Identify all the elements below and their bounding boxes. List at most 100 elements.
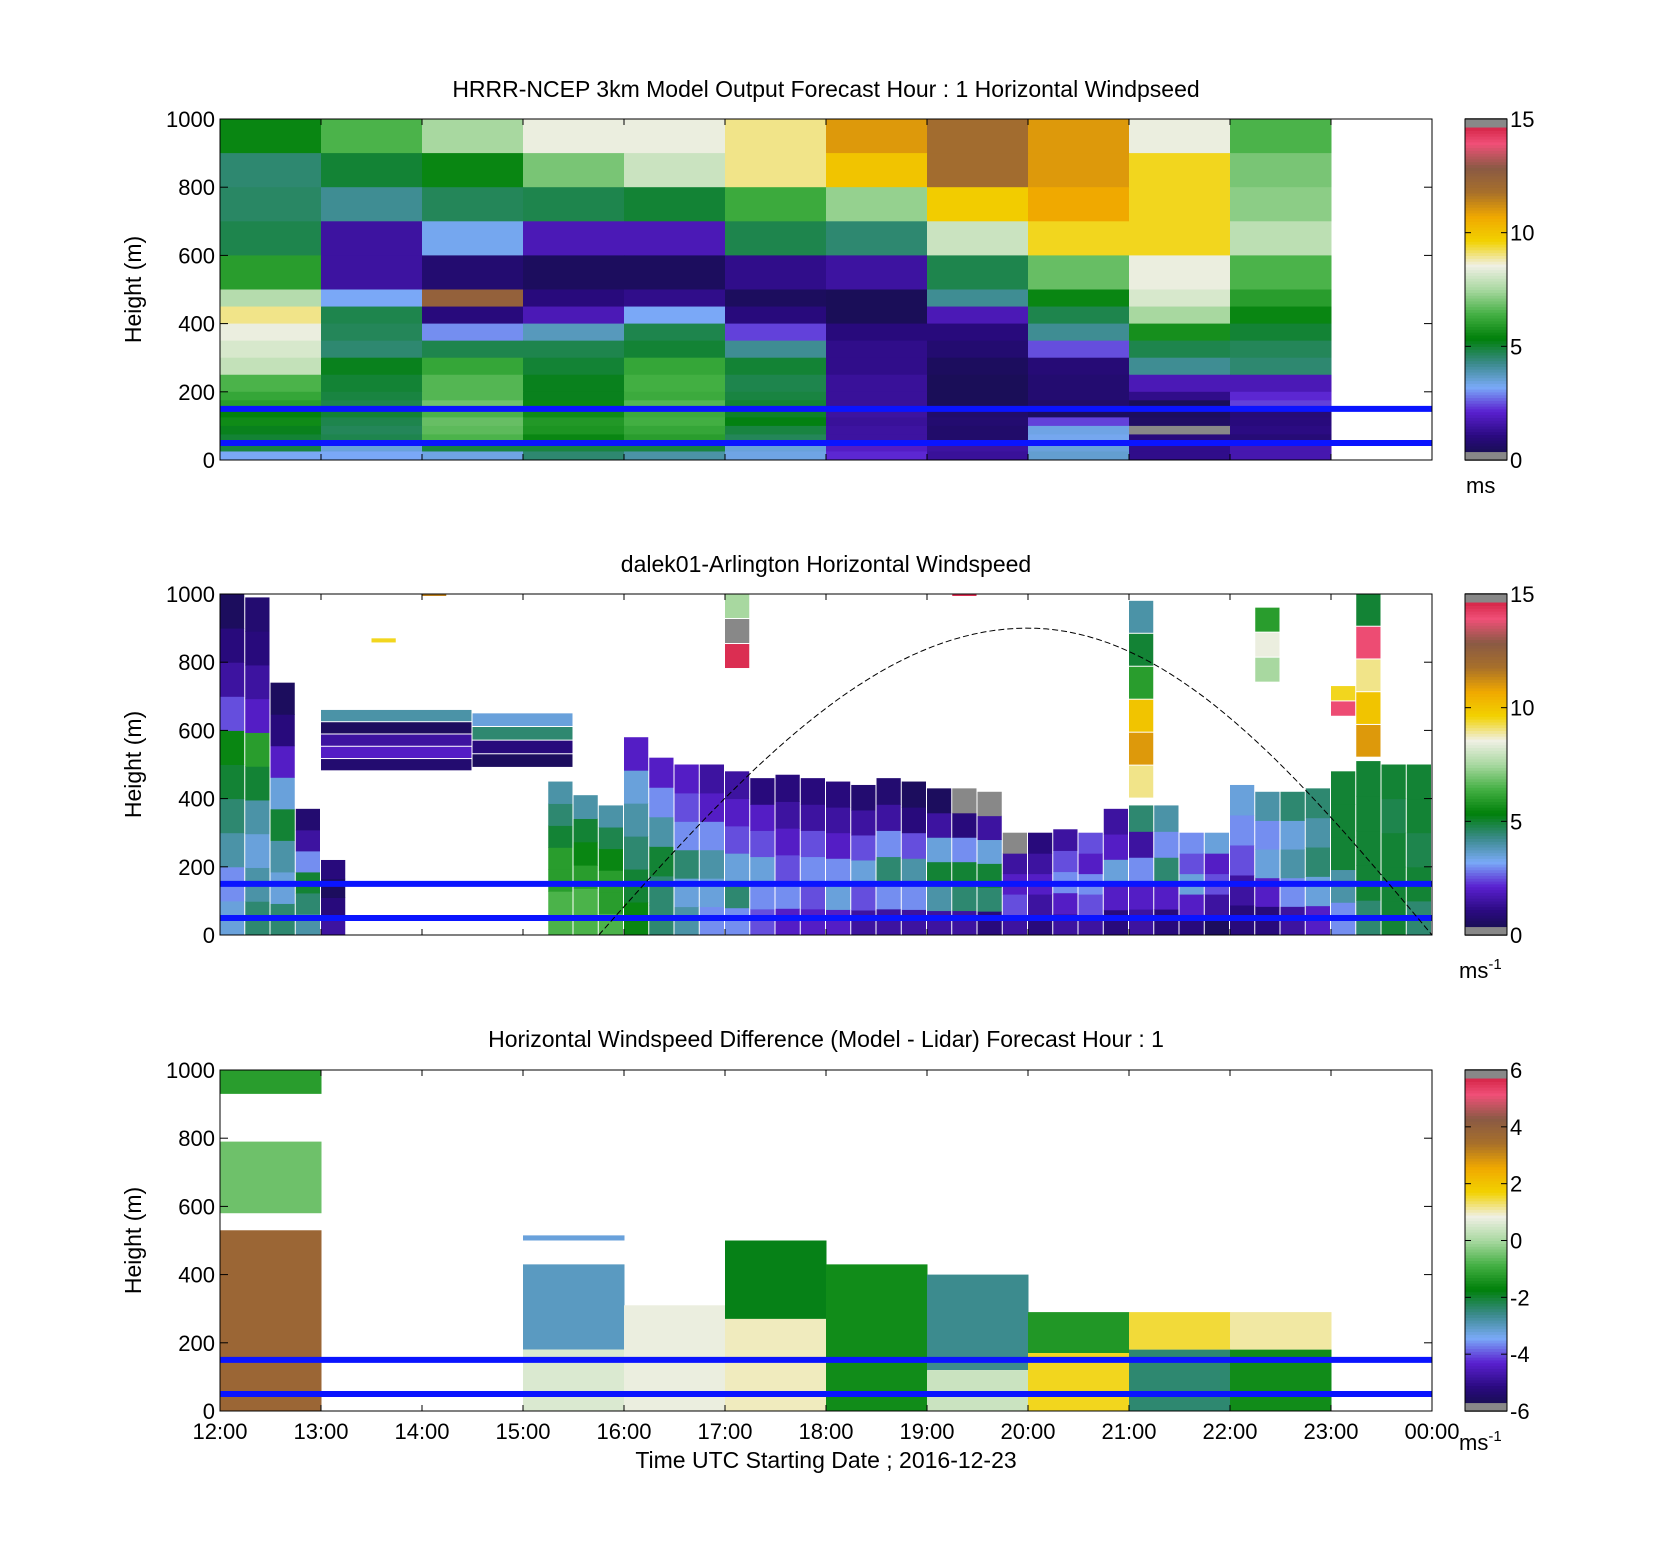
colorbar-swatch [1465, 187, 1507, 191]
heatmap-cell [1230, 400, 1332, 410]
heatmap-cell [1204, 832, 1229, 854]
colorbar-swatch [1465, 818, 1507, 822]
colorbar-overflow [1465, 118, 1507, 128]
heatmap-cell [1255, 607, 1280, 632]
colorbar-swatch [1465, 858, 1507, 862]
colorbar-swatch [1465, 1177, 1507, 1182]
heatmap-cell [573, 795, 598, 819]
heatmap-cell [1129, 221, 1231, 256]
colorbar-swatch [1465, 1169, 1507, 1173]
heatmap-cell [472, 726, 573, 740]
heatmap-cell [1129, 255, 1231, 290]
heatmap-cell [220, 255, 322, 290]
heatmap-cell [851, 784, 876, 811]
colorbar-swatch [1465, 1391, 1507, 1395]
heatmap-cell [927, 1370, 1029, 1411]
colorbar-swatch [1465, 295, 1507, 299]
colorbar-swatch [1465, 406, 1507, 410]
colorbar-swatch [1465, 1354, 1507, 1358]
colorbar-swatch [1465, 1342, 1507, 1347]
heatmap-cell [826, 408, 928, 418]
heatmap-cell [245, 799, 270, 835]
heatmap-cells [220, 1070, 1332, 1411]
colorbar-swatch [1465, 1371, 1507, 1375]
colorbar-swatch [1465, 846, 1507, 851]
colorbar-swatch [1465, 710, 1507, 714]
colorbar-swatch [1465, 1271, 1507, 1276]
heatmap-cell [1028, 391, 1130, 401]
colorbar-swatch [1465, 349, 1507, 353]
heatmap-cell [245, 833, 270, 868]
heatmap-cell [1129, 600, 1154, 633]
colorbar-swatch [1465, 1209, 1507, 1213]
heatmap-cell [1255, 820, 1280, 850]
colorbar-swatch [1465, 1300, 1507, 1304]
colorbar-swatch [1465, 628, 1507, 632]
colorbar-swatch [1465, 204, 1507, 208]
colorbar-swatch [1465, 306, 1507, 310]
y-tick-label: 0 [203, 1399, 215, 1424]
x-tick-label: 15:00 [495, 1419, 550, 1444]
colorbar-swatch [1465, 684, 1507, 689]
heatmap-cell [245, 631, 270, 666]
colorbar-swatch [1465, 770, 1507, 774]
heatmap-cell [826, 883, 851, 910]
x-tick-label: 12:00 [192, 1419, 247, 1444]
heatmap-cell [775, 828, 800, 856]
heatmap-cell [472, 740, 573, 754]
heatmap-cell [624, 803, 649, 837]
colorbar-swatch [1465, 249, 1507, 254]
heatmap-cell [1230, 784, 1255, 816]
heatmap-cell [220, 1141, 322, 1214]
colorbar-swatch [1465, 1308, 1507, 1313]
colorbar-swatch [1465, 280, 1507, 285]
heatmap-cell [220, 451, 322, 460]
heatmap-cell [1129, 425, 1231, 435]
heatmap-cell [1255, 657, 1280, 682]
colorbar-swatch [1465, 238, 1507, 242]
heatmap-cell [523, 357, 625, 376]
heatmap-cell [1230, 408, 1332, 418]
heatmap-cell [321, 434, 423, 444]
colorbar: 0 5 10 15 [1464, 582, 1534, 948]
colorbar-swatch [1465, 903, 1507, 908]
heatmap-cell [826, 909, 851, 935]
heatmap-cell [523, 400, 625, 410]
colorbar-swatch [1465, 1274, 1507, 1279]
colorbar-swatch [1465, 875, 1507, 879]
colorbar-tick-label: 5 [1510, 809, 1522, 834]
colorbar-swatch [1465, 755, 1507, 760]
heatmap-cell [624, 451, 726, 460]
colorbar-swatch [1465, 303, 1507, 308]
heatmap-cell [826, 289, 928, 308]
colorbar-swatch [1465, 1388, 1507, 1392]
heatmap-cell [220, 289, 322, 308]
heatmap-cell [1230, 374, 1332, 393]
colorbar-swatch [1465, 167, 1507, 171]
heatmap-cell [1230, 221, 1332, 256]
heatmap-cell [952, 837, 977, 863]
heatmap-cell [1129, 187, 1231, 222]
colorbar-swatch [1465, 753, 1507, 757]
colorbar-swatch [1465, 1195, 1507, 1199]
heatmap-cell [1103, 834, 1128, 860]
heatmap-cell [422, 400, 524, 410]
colorbar-swatch [1465, 400, 1507, 404]
colorbar-swatch [1465, 127, 1507, 131]
colorbar-swatch [1465, 1294, 1507, 1298]
heatmap-cell [826, 858, 851, 885]
x-tick-label: 17:00 [697, 1419, 752, 1444]
heatmap-cell [725, 798, 750, 827]
heatmap-cell [725, 306, 827, 325]
heatmap-cell [952, 788, 977, 814]
heatmap-cell [876, 778, 901, 805]
colorbar-swatch [1465, 906, 1507, 911]
sun-elevation-curve [598, 627, 1432, 935]
heatmap-cell [1406, 798, 1431, 834]
heatmap-cell [1255, 632, 1280, 657]
heatmap-cell [1230, 357, 1332, 376]
heatmap-cell [295, 808, 320, 831]
panel-title: HRRR-NCEP 3km Model Output Forecast Hour… [452, 76, 1199, 102]
heatmap-cell [1230, 306, 1332, 325]
colorbar-swatch [1465, 1322, 1507, 1327]
